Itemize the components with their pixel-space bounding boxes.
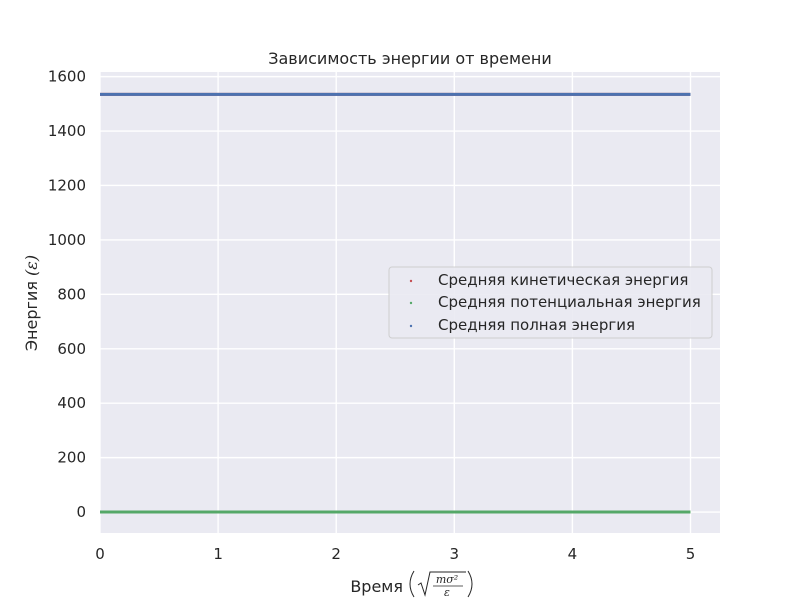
x-axis-label: Время mσ² ε — [350, 570, 473, 599]
x-axis-label-denominator: ε — [444, 586, 450, 599]
y-axis-label-word: Энергия — [22, 281, 41, 351]
x-tick-label: 2 — [331, 545, 341, 563]
legend-label-kinetic: Средняя кинетическая энергия — [438, 271, 688, 289]
y-tick-label: 1200 — [48, 176, 86, 194]
y-tick-label: 1000 — [48, 231, 86, 249]
y-axis-label-text: Энергия (ε) — [22, 255, 41, 351]
x-tick-label: 4 — [568, 545, 578, 563]
chart-title: Зависимость энергии от времени — [268, 49, 552, 68]
y-ticks: 0 200 400 600 800 1000 1200 1400 1600 — [48, 68, 86, 521]
x-axis-label-paren-left — [409, 570, 415, 598]
legend-box — [388, 266, 713, 339]
legend-label-total: Средняя полная энергия — [438, 316, 635, 334]
x-axis-label-text: Время — [350, 577, 403, 596]
y-tick-label: 400 — [57, 394, 86, 412]
x-axis-label-paren-right — [467, 570, 473, 598]
x-axis-label-numerator: mσ² — [436, 573, 458, 586]
x-tick-label: 3 — [450, 545, 460, 563]
y-tick-label: 1400 — [48, 122, 86, 140]
legend-marker-potential — [409, 301, 413, 305]
y-tick-label: 600 — [57, 340, 86, 358]
y-tick-label: 1600 — [48, 68, 86, 86]
y-axis-label-unit: (ε) — [22, 255, 41, 276]
y-tick-label: 800 — [57, 285, 86, 303]
y-tick-label: 200 — [57, 449, 86, 467]
legend-marker-total — [409, 324, 413, 328]
y-axis-label: Энергия (ε) — [22, 255, 41, 351]
x-tick-label: 5 — [686, 545, 696, 563]
x-axis-label-sqrt — [417, 571, 466, 597]
legend-label-potential: Средняя потенциальная энергия — [438, 293, 701, 311]
x-tick-label: 1 — [213, 545, 223, 563]
x-tick-label: 0 — [95, 545, 105, 563]
y-tick-label: 0 — [76, 503, 86, 521]
legend-marker-kinetic — [409, 279, 413, 283]
legend: Средняя кинетическая энергия Средняя пот… — [388, 266, 713, 339]
series-layer — [100, 92, 691, 514]
x-ticks: 0 1 2 3 4 5 — [95, 545, 695, 563]
